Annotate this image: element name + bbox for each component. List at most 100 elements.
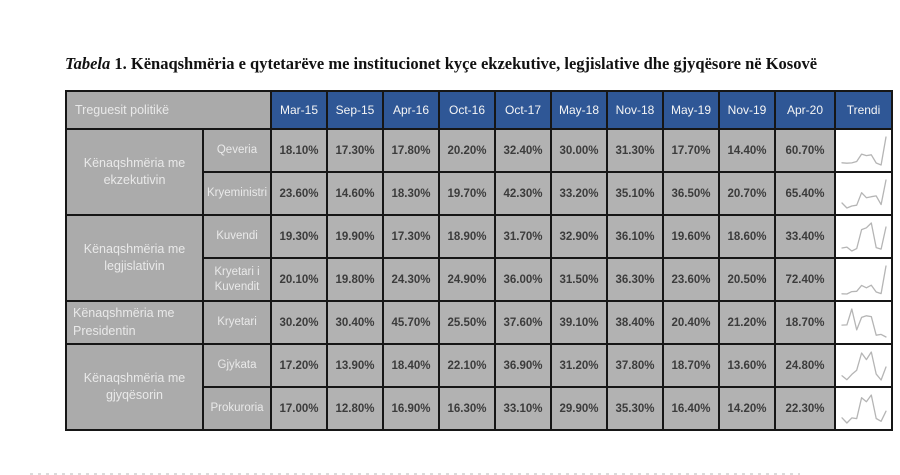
- caption-title-text: 1. Kënaqshmëria e qytetarëve me instituc…: [110, 54, 818, 73]
- value-cell: 29.90%: [550, 386, 608, 431]
- sparkline-cell: [834, 171, 893, 216]
- sparkline-cell: [834, 386, 893, 431]
- group-label: Kënaqshmëria me Presidentin: [65, 300, 204, 345]
- value-cell: 23.60%: [662, 257, 720, 302]
- value-cell: 21.20%: [718, 300, 776, 345]
- value-cell: 25.50%: [438, 300, 496, 345]
- value-cell: 18.90%: [438, 214, 496, 259]
- group-label: Kënaqshmëria me ekzekutivin: [65, 128, 204, 216]
- value-cell: 24.80%: [774, 343, 836, 388]
- header-oct-16: Oct-16: [438, 90, 496, 130]
- trend-sparkline: [840, 178, 887, 209]
- trend-sparkline: [840, 135, 887, 166]
- header-nov-18: Nov-18: [606, 90, 664, 130]
- header-trendi-cell: Trendi: [834, 90, 893, 130]
- value-cell: 17.80%: [382, 128, 440, 173]
- value-cell: 31.30%: [606, 128, 664, 173]
- value-cell: 14.40%: [718, 128, 776, 173]
- value-cell: 14.20%: [718, 386, 776, 431]
- value-cell: 65.40%: [774, 171, 836, 216]
- header-apr-16: Apr-16: [382, 90, 440, 130]
- value-cell: 31.70%: [494, 214, 552, 259]
- value-cell: 18.10%: [270, 128, 328, 173]
- sparkline-cell: [834, 300, 893, 345]
- trend-sparkline: [840, 350, 887, 381]
- table-header-row: Treguesit politikë Mar-15 Sep-15 Apr-16 Oct…: [65, 90, 893, 130]
- value-cell: 17.70%: [662, 128, 720, 173]
- value-cell: 23.60%: [270, 171, 328, 216]
- row-label: Qeveria: [202, 128, 272, 173]
- value-cell: 39.10%: [550, 300, 608, 345]
- value-cell: 18.70%: [662, 343, 720, 388]
- value-cell: 17.00%: [270, 386, 328, 431]
- value-cell: 36.50%: [662, 171, 720, 216]
- value-cell: 16.40%: [662, 386, 720, 431]
- table-caption: Tabela 1. Kënaqshmëria e qytetarëve me i…: [65, 54, 885, 74]
- header-may-18: May-18: [550, 90, 608, 130]
- trend-sparkline: [840, 393, 887, 424]
- header-sep-15: Sep-15: [326, 90, 384, 130]
- header-mar-15: Mar-15: [270, 90, 328, 130]
- table-row: Kënaqshmëria me ekzekutivin Qeveria 18.10%…: [65, 128, 893, 216]
- value-cell: 36.10%: [606, 214, 664, 259]
- data-table: Treguesit politikë Mar-15 Sep-15 Apr-16 Oct…: [65, 90, 893, 431]
- table-row: Kryeministri 23.60% 14.60% 18.30% 19.70% 42.3…: [66, 171, 893, 216]
- sparkline-cell: [834, 214, 893, 259]
- group-label: Kënaqshmëria me gjyqësorin: [65, 343, 204, 431]
- value-cell: 33.40%: [774, 214, 836, 259]
- value-cell: 19.30%: [270, 214, 328, 259]
- value-cell: 17.20%: [270, 343, 328, 388]
- header-may-19: May-19: [662, 90, 720, 130]
- value-cell: 72.40%: [774, 257, 836, 302]
- value-cell: 30.40%: [326, 300, 384, 345]
- value-cell: 20.20%: [438, 128, 496, 173]
- value-cell: 36.90%: [494, 343, 552, 388]
- value-cell: 13.60%: [718, 343, 776, 388]
- cropped-text-line: [30, 473, 800, 475]
- value-cell: 37.80%: [606, 343, 664, 388]
- table-body: Kënaqshmëria me ekzekutivin Qeveria 18.10%…: [65, 128, 893, 431]
- value-cell: 17.30%: [382, 214, 440, 259]
- value-cell: 32.40%: [494, 128, 552, 173]
- trend-sparkline: [840, 307, 887, 338]
- value-cell: 19.90%: [326, 214, 384, 259]
- value-cell: 18.60%: [718, 214, 776, 259]
- row-label: Kryetari: [202, 300, 272, 345]
- header-apr-20: Apr-20: [774, 90, 836, 130]
- value-cell: 37.60%: [494, 300, 552, 345]
- value-cell: 35.10%: [606, 171, 664, 216]
- value-cell: 45.70%: [382, 300, 440, 345]
- row-label: Prokuroria: [202, 386, 272, 431]
- value-cell: 31.20%: [550, 343, 608, 388]
- value-cell: 22.30%: [774, 386, 836, 431]
- caption-prefix: Tabela: [65, 54, 111, 73]
- value-cell: 20.50%: [718, 257, 776, 302]
- value-cell: 17.30%: [326, 128, 384, 173]
- header-treguesit-politike: Treguesit politikë: [65, 90, 272, 130]
- trend-sparkline: [840, 264, 887, 295]
- group-label: Kënaqshmëria me legjislativin: [65, 214, 204, 302]
- value-cell: 38.40%: [606, 300, 664, 345]
- row-label: Kryetari i Kuvendit: [202, 257, 272, 302]
- value-cell: 20.10%: [270, 257, 328, 302]
- row-label: Gjykata: [202, 343, 272, 388]
- header-nov-19: Nov-19: [718, 90, 776, 130]
- value-cell: 32.90%: [550, 214, 608, 259]
- table-row: Kënaqshmëria me gjyqësorin Gjykata 17.20% 1…: [65, 343, 893, 431]
- value-cell: 22.10%: [438, 343, 496, 388]
- value-cell: 14.60%: [326, 171, 384, 216]
- table-row: Kënaqshmëria me legjislativin Kuvendi 19.3…: [65, 214, 893, 302]
- value-cell: 12.80%: [326, 386, 384, 431]
- value-cell: 18.70%: [774, 300, 836, 345]
- value-cell: 18.40%: [382, 343, 440, 388]
- value-cell: 20.40%: [662, 300, 720, 345]
- value-cell: 19.60%: [662, 214, 720, 259]
- value-cell: 18.30%: [382, 171, 440, 216]
- value-cell: 36.00%: [494, 257, 552, 302]
- table-row: Kënaqshmëria me Presidentin Kryetari 30.20…: [65, 300, 893, 345]
- value-cell: 20.70%: [718, 171, 776, 216]
- value-cell: 13.90%: [326, 343, 384, 388]
- sparkline-cell: [834, 257, 893, 302]
- value-cell: 33.20%: [550, 171, 608, 216]
